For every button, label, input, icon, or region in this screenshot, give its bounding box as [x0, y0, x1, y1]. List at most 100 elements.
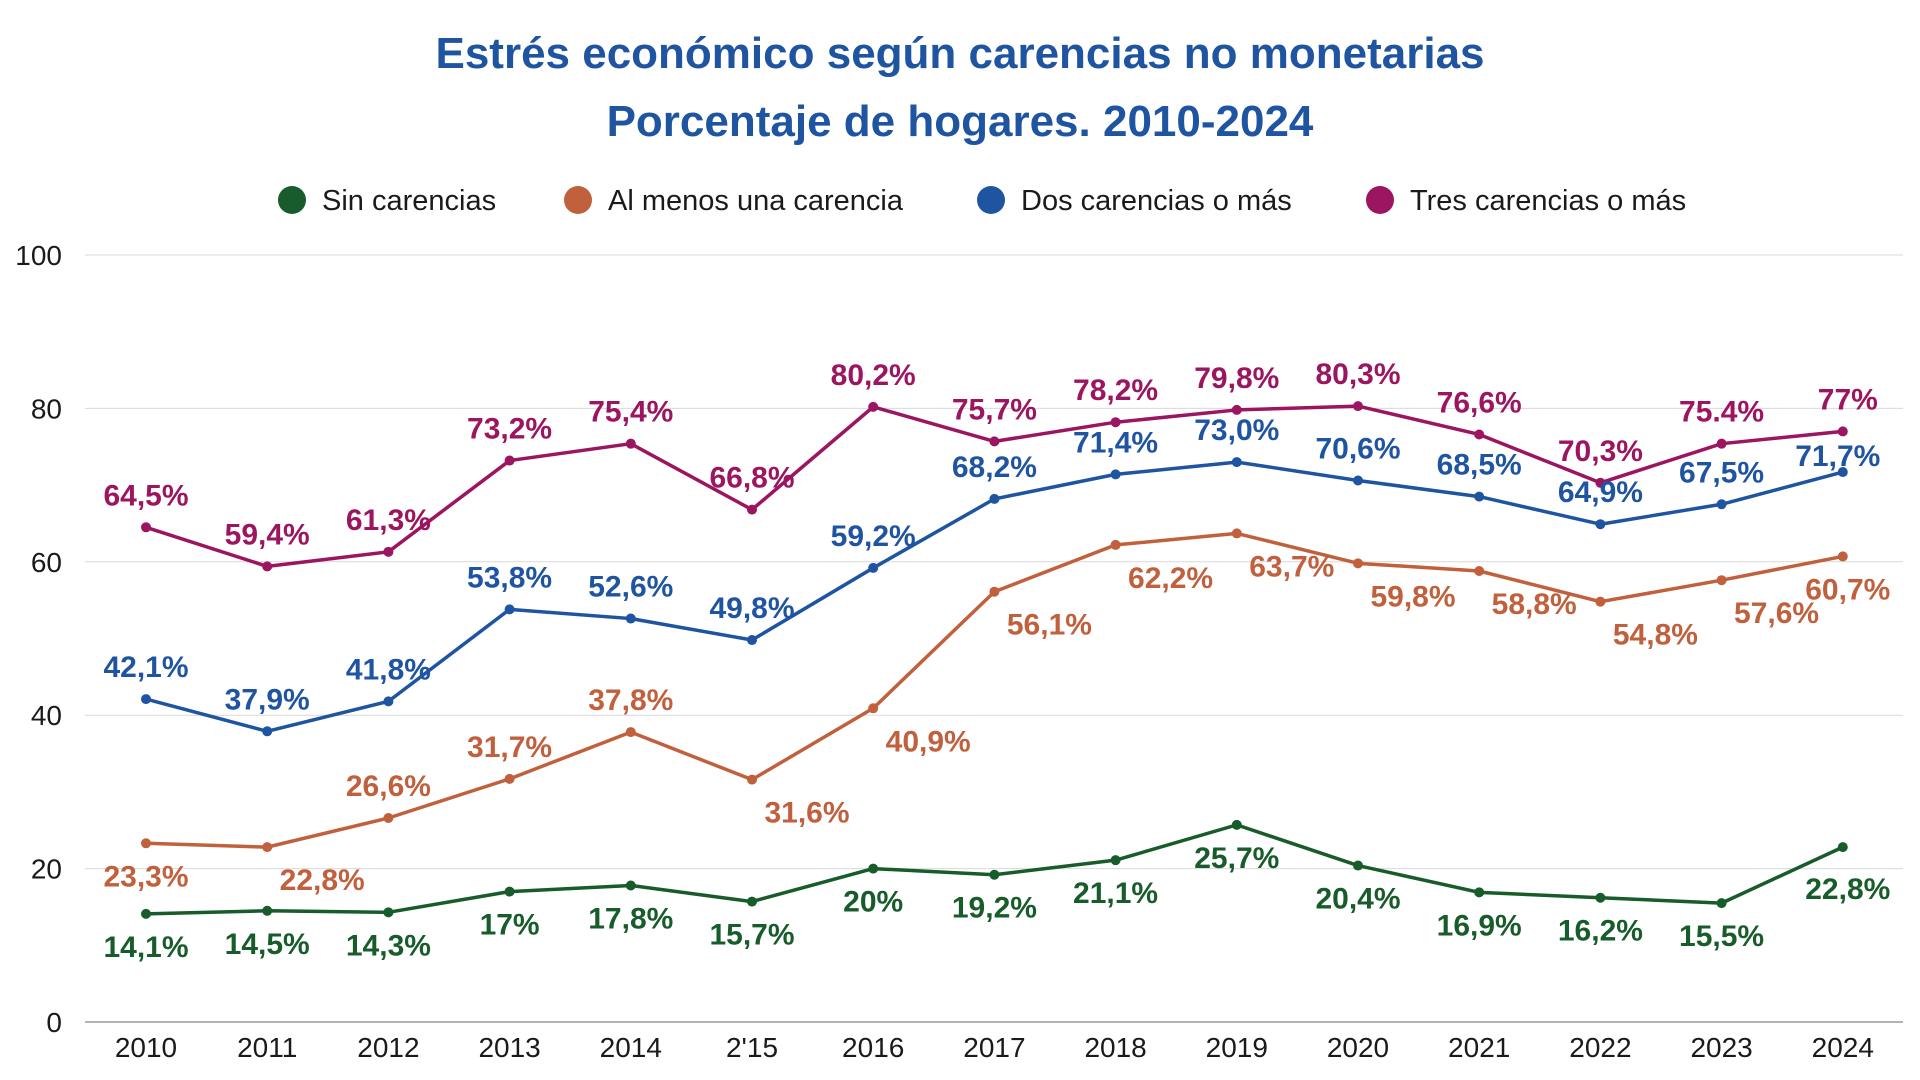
data-point-sin-carencias[interactable] — [141, 908, 151, 919]
data-point-sin-carencias[interactable] — [1595, 892, 1606, 903]
series-sin-carencias — [141, 819, 1848, 919]
data-label-tres-carencias-o-mas: 73,2% — [467, 413, 552, 446]
data-point-al-menos-una-carencia[interactable] — [383, 812, 394, 823]
data-label-tres-carencias-o-mas: 66,8% — [709, 462, 794, 495]
data-point-dos-carencias-o-mas[interactable] — [1837, 467, 1848, 478]
data-point-tres-carencias-o-mas[interactable] — [141, 522, 151, 533]
data-label-sin-carencias: 14,5% — [225, 928, 310, 961]
data-point-dos-carencias-o-mas[interactable] — [1110, 469, 1121, 480]
y-tick-label-0: 0 — [46, 1007, 62, 1038]
data-point-al-menos-una-carencia[interactable] — [747, 774, 757, 785]
data-point-al-menos-una-carencia[interactable] — [1353, 558, 1363, 569]
data-label-sin-carencias: 21,1% — [1073, 877, 1158, 910]
data-point-al-menos-una-carencia[interactable] — [1231, 528, 1242, 539]
data-point-al-menos-una-carencia[interactable] — [504, 773, 515, 784]
data-point-dos-carencias-o-mas[interactable] — [625, 613, 636, 624]
data-point-dos-carencias-o-mas[interactable] — [1353, 475, 1363, 486]
data-point-al-menos-una-carencia[interactable] — [1474, 566, 1485, 577]
data-point-sin-carencias[interactable] — [747, 896, 757, 907]
data-label-dos-carencias-o-mas: 53,8% — [467, 561, 552, 594]
data-point-sin-carencias[interactable] — [504, 886, 515, 897]
data-point-al-menos-una-carencia[interactable] — [1595, 596, 1606, 607]
data-point-tres-carencias-o-mas[interactable] — [747, 504, 757, 515]
series-al-menos-una-carencia — [141, 528, 1848, 853]
data-point-tres-carencias-o-mas[interactable] — [1110, 417, 1121, 428]
data-point-dos-carencias-o-mas[interactable] — [989, 493, 1000, 504]
data-point-al-menos-una-carencia[interactable] — [989, 586, 1000, 597]
data-point-sin-carencias[interactable] — [989, 869, 1000, 880]
data-label-tres-carencias-o-mas: 75.4% — [1679, 396, 1764, 429]
data-point-tres-carencias-o-mas[interactable] — [1595, 477, 1606, 488]
data-point-al-menos-una-carencia[interactable] — [141, 838, 151, 849]
legend-item-sin-carencias[interactable]: Sin carencias — [278, 185, 496, 217]
data-point-sin-carencias[interactable] — [868, 863, 879, 874]
data-point-sin-carencias[interactable] — [1110, 855, 1121, 866]
data-point-tres-carencias-o-mas[interactable] — [1716, 438, 1727, 449]
data-point-tres-carencias-o-mas[interactable] — [1837, 426, 1848, 437]
data-point-sin-carencias[interactable] — [383, 907, 394, 918]
data-point-dos-carencias-o-mas[interactable] — [262, 726, 273, 737]
data-point-tres-carencias-o-mas[interactable] — [625, 438, 636, 449]
legend-item-tres-carencias-o-mas[interactable]: Tres carencias o más — [1366, 185, 1686, 217]
data-label-tres-carencias-o-mas: 59,4% — [225, 518, 310, 551]
data-point-dos-carencias-o-mas[interactable] — [747, 635, 757, 646]
data-point-al-menos-una-carencia[interactable] — [262, 842, 273, 853]
data-point-sin-carencias[interactable] — [1837, 842, 1848, 853]
data-label-dos-carencias-o-mas: 41,8% — [346, 653, 431, 686]
data-point-sin-carencias[interactable] — [1474, 887, 1485, 898]
data-label-al-menos-una-carencia: 59,8% — [1370, 580, 1455, 613]
data-point-dos-carencias-o-mas[interactable] — [1231, 457, 1242, 468]
data-label-tres-carencias-o-mas: 80,2% — [831, 359, 916, 392]
data-point-sin-carencias[interactable] — [262, 905, 273, 916]
data-point-tres-carencias-o-mas[interactable] — [868, 401, 879, 412]
data-point-al-menos-una-carencia[interactable] — [1716, 575, 1727, 586]
data-label-dos-carencias-o-mas: 49,8% — [709, 592, 794, 625]
chart-title-line-2: Porcentaje de hogares. 2010-2024 — [607, 97, 1314, 146]
data-label-dos-carencias-o-mas: 71,4% — [1073, 426, 1158, 459]
data-point-dos-carencias-o-mas[interactable] — [383, 696, 394, 707]
data-point-tres-carencias-o-mas[interactable] — [989, 436, 1000, 447]
data-point-sin-carencias[interactable] — [1716, 898, 1727, 909]
data-label-sin-carencias: 25,7% — [1194, 842, 1279, 875]
data-point-al-menos-una-carencia[interactable] — [868, 703, 879, 714]
chart-title-line-1: Estrés económico según carencias no mone… — [435, 29, 1484, 78]
data-point-dos-carencias-o-mas[interactable] — [141, 694, 151, 705]
data-label-sin-carencias: 14,3% — [346, 929, 431, 962]
data-point-tres-carencias-o-mas[interactable] — [262, 561, 273, 572]
data-point-tres-carencias-o-mas[interactable] — [504, 455, 515, 466]
data-label-tres-carencias-o-mas: 75,7% — [952, 393, 1037, 426]
data-point-tres-carencias-o-mas[interactable] — [1231, 404, 1242, 415]
chart-grid — [85, 254, 1903, 1023]
data-point-al-menos-una-carencia[interactable] — [1110, 539, 1121, 550]
data-point-sin-carencias[interactable] — [625, 880, 636, 891]
data-point-al-menos-una-carencia[interactable] — [1837, 551, 1848, 562]
data-point-tres-carencias-o-mas[interactable] — [1474, 429, 1485, 440]
data-label-dos-carencias-o-mas: 37,9% — [225, 683, 310, 716]
data-point-tres-carencias-o-mas[interactable] — [1353, 401, 1363, 412]
data-point-dos-carencias-o-mas[interactable] — [504, 604, 515, 615]
data-labels-layer: 14,1% 14,5% 14,3% 17% 17,8% 15,7% 20% 19,2% 21,1… — [103, 358, 1890, 964]
data-point-dos-carencias-o-mas[interactable] — [1716, 499, 1727, 510]
data-point-dos-carencias-o-mas[interactable] — [1474, 491, 1485, 502]
data-point-tres-carencias-o-mas[interactable] — [383, 546, 394, 557]
data-label-tres-carencias-o-mas: 64,5% — [103, 479, 188, 512]
legend-item-dos-carencias-o-mas[interactable]: Dos carencias o más — [977, 185, 1292, 217]
data-label-al-menos-una-carencia: 23,3% — [103, 860, 188, 893]
data-label-al-menos-una-carencia: 62,2% — [1128, 562, 1213, 595]
data-label-sin-carencias: 16,9% — [1437, 909, 1522, 942]
data-label-al-menos-una-carencia: 54,8% — [1613, 619, 1698, 652]
data-label-al-menos-una-carencia: 56,1% — [1007, 609, 1092, 642]
data-point-sin-carencias[interactable] — [1231, 819, 1242, 830]
data-point-al-menos-una-carencia[interactable] — [625, 727, 636, 738]
data-label-dos-carencias-o-mas: 73,0% — [1194, 414, 1279, 447]
legend-marker-dos-carencias-o-mas — [977, 186, 1005, 214]
series-tres-carencias-o-mas — [141, 401, 1848, 572]
data-label-al-menos-una-carencia: 26,6% — [346, 770, 431, 803]
data-label-al-menos-una-carencia: 60,7% — [1805, 573, 1890, 606]
data-point-dos-carencias-o-mas[interactable] — [868, 562, 879, 573]
legend-item-al-menos-una-carencia[interactable]: Al menos una carencia — [564, 185, 904, 217]
data-point-sin-carencias[interactable] — [1353, 860, 1363, 871]
data-point-dos-carencias-o-mas[interactable] — [1595, 519, 1606, 530]
legend-label-tres-carencias-o-mas: Tres carencias o más — [1410, 185, 1686, 217]
